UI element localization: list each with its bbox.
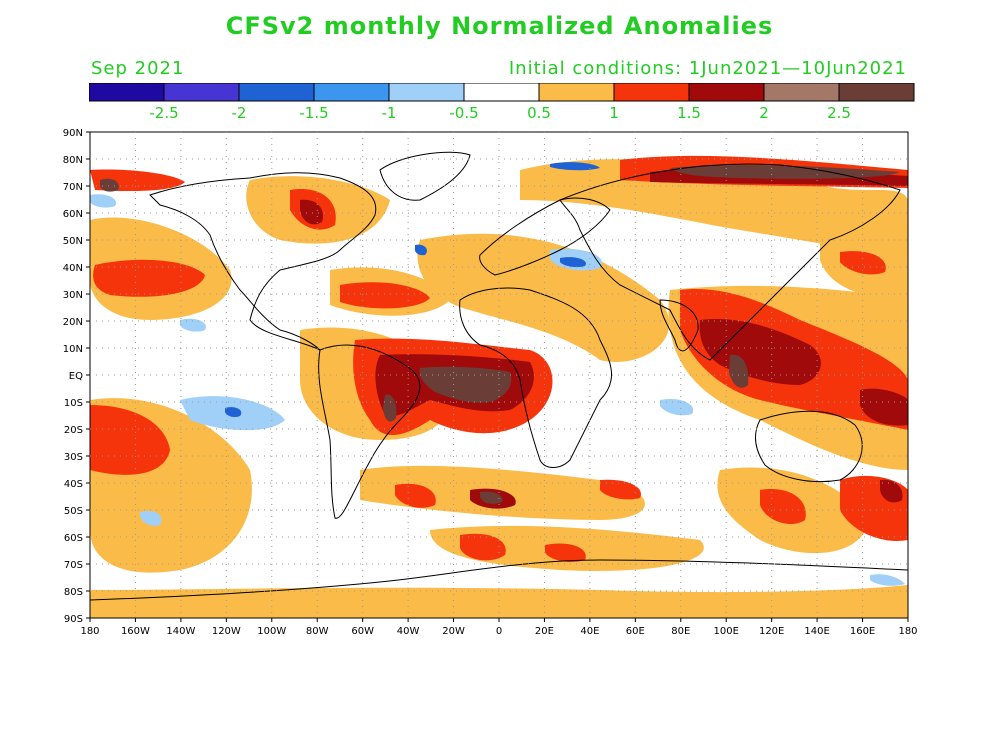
lat-tick-label: 40S — [64, 479, 83, 490]
valid-month-label: Sep 2021 — [91, 58, 185, 79]
latitude-labels: 90N 80N 70N 60N 50N 40N 30N 20N 10N EQ 10S 20S 30S 40… — [63, 128, 83, 625]
colorbar-tick-label: 1 — [609, 104, 619, 122]
lat-tick-label: 10N — [63, 344, 83, 355]
gridlines — [86, 131, 909, 622]
lat-tick-label: 30S — [64, 452, 83, 463]
colorbar-swatch — [838, 83, 915, 102]
lon-tick-label: 20W — [442, 626, 465, 637]
lat-tick-label: 70N — [63, 182, 83, 193]
lat-tick-label: EQ — [69, 371, 83, 382]
lat-tick-label: 80S — [64, 587, 83, 598]
lon-tick-label: 120W — [212, 626, 241, 637]
lat-tick-label: 20S — [64, 425, 83, 436]
page-title: CFSv2 monthly Normalized Anomalies — [225, 12, 774, 40]
lat-tick-label: 70S — [64, 560, 83, 571]
colorbar-tick-label: 1.5 — [677, 104, 701, 122]
colorbar-tick-label: 2 — [759, 104, 769, 122]
colorbar-tick-label: 0.5 — [527, 104, 551, 122]
lon-tick-label: 60W — [351, 626, 374, 637]
lat-tick-label: 50S — [64, 506, 83, 517]
lon-tick-label: 100E — [714, 626, 739, 637]
lon-tick-label: 0 — [496, 626, 502, 637]
lon-tick-label: 180 — [80, 626, 99, 637]
lat-tick-label: 90S — [64, 614, 83, 625]
colorbar-tick-label: 2.5 — [827, 104, 851, 122]
coastlines — [90, 151, 908, 601]
lon-tick-label: 140W — [166, 626, 195, 637]
lon-tick-label: 180 — [898, 626, 917, 637]
lon-tick-label: 80E — [671, 626, 690, 637]
colorbar-tick-label: -0.5 — [449, 104, 478, 122]
lat-tick-label: 80N — [63, 155, 83, 166]
colorbar-tick-label: -1.5 — [299, 104, 328, 122]
lat-tick-label: 20N — [63, 317, 83, 328]
lon-tick-label: 120E — [759, 626, 784, 637]
lat-tick-label: 30N — [63, 290, 83, 301]
lat-tick-label: 50N — [63, 236, 83, 247]
lon-tick-label: 80W — [306, 626, 329, 637]
lon-tick-label: 160E — [850, 626, 875, 637]
lat-tick-label: 10S — [64, 398, 83, 409]
lat-tick-label: 90N — [63, 128, 83, 139]
colorbar-tick-label: -1 — [382, 104, 397, 122]
lon-tick-label: 40W — [397, 626, 420, 637]
lon-tick-label: 40E — [580, 626, 599, 637]
anomaly-shading — [90, 155, 908, 618]
initial-conditions-label: Initial conditions: 1Jun2021—10Jun2021 — [508, 58, 907, 79]
lon-tick-label: 140E — [804, 626, 829, 637]
lon-tick-label: 100W — [257, 626, 286, 637]
lat-tick-label: 60S — [64, 533, 83, 544]
lon-tick-label: 20E — [535, 626, 554, 637]
color-legend: -2.5 -2 -1.5 -1 -0.5 0.5 1 1.5 2 2.5 — [89, 83, 915, 122]
colorbar-tick-label: -2.5 — [149, 104, 178, 122]
lat-tick-label: 40N — [63, 263, 83, 274]
longitude-labels: 180 160W 140W 120W 100W 80W 60W 40W 20W 0 20E 40E 60… — [80, 626, 917, 637]
lon-tick-label: 160W — [121, 626, 150, 637]
lat-tick-label: 60N — [63, 209, 83, 220]
lon-tick-label: 60E — [626, 626, 645, 637]
colorbar-tick-label: -2 — [232, 104, 247, 122]
